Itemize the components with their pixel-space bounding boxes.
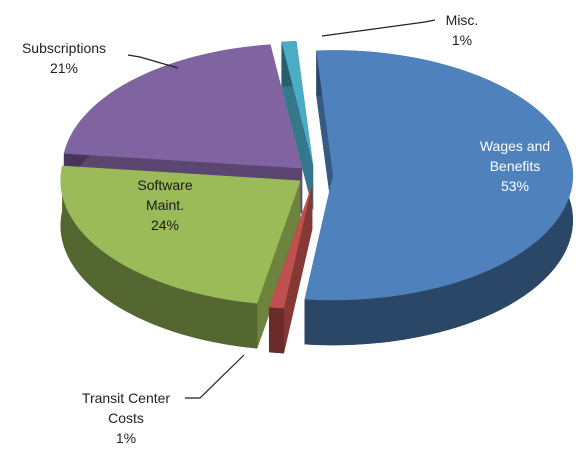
slice-label: Subscriptions 21%: [0, 38, 128, 78]
category-label: Wages and Benefits: [479, 138, 551, 174]
category-label: Misc.: [445, 12, 479, 28]
leader-line: [185, 354, 245, 399]
slice-label: Software Maint. 24%: [125, 175, 205, 235]
value-label: 53%: [500, 178, 530, 194]
value-label: 1%: [451, 32, 473, 48]
slice-side: [60, 165, 258, 349]
slice-label: Wages and Benefits 53%: [462, 136, 568, 196]
category-label: Transit Center Costs: [81, 390, 171, 426]
category-label: Subscriptions: [21, 40, 107, 56]
slices: [60, 40, 573, 354]
value-label: 21%: [49, 60, 79, 76]
category-label: Software Maint.: [137, 177, 193, 213]
slice: [63, 44, 303, 169]
slice: [281, 40, 314, 166]
leader-line: [321, 19, 436, 37]
slice: [60, 165, 301, 304]
slice-label: Transit Center Costs 1%: [72, 388, 180, 448]
slice: [304, 50, 573, 301]
slice-side: [268, 307, 284, 354]
value-label: 24%: [150, 217, 180, 233]
value-label: 1%: [115, 430, 137, 446]
slice-label: Misc. 1%: [432, 10, 492, 50]
slice: [268, 184, 313, 309]
leader-line: [127, 54, 179, 69]
